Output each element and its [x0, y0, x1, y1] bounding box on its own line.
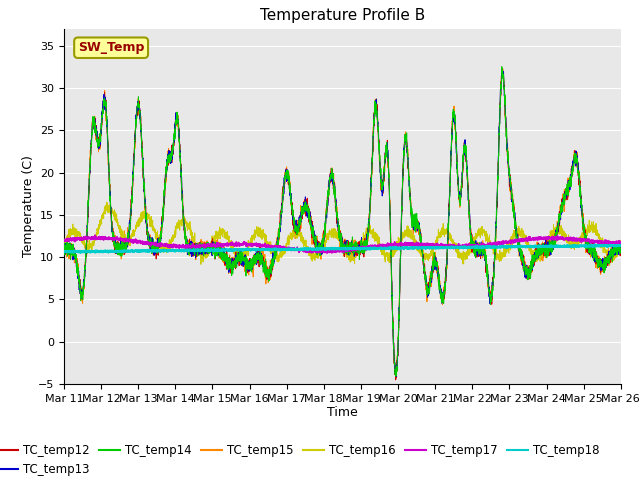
- TC_temp14: [397, 240, 404, 246]
- TC_temp18: [406, 245, 414, 251]
- TC_temp17: [216, 242, 223, 248]
- TC_temp13: [216, 248, 223, 253]
- TC_temp15: [392, 374, 399, 380]
- TC_temp13: [397, 240, 404, 246]
- TC_temp12: [564, 189, 572, 195]
- TC_temp14: [617, 249, 625, 255]
- TC_temp18: [591, 241, 599, 247]
- TC_temp18: [180, 248, 188, 253]
- Title: Temperature Profile B: Temperature Profile B: [260, 9, 425, 24]
- Text: SW_Temp: SW_Temp: [78, 41, 144, 54]
- TC_temp13: [498, 67, 506, 72]
- TC_temp17: [617, 240, 625, 245]
- TC_temp15: [617, 245, 625, 251]
- TC_temp16: [397, 238, 404, 243]
- TC_temp17: [617, 241, 625, 247]
- TC_temp15: [564, 187, 572, 192]
- TC_temp17: [180, 243, 188, 249]
- TC_temp18: [617, 242, 625, 248]
- TC_temp13: [617, 247, 625, 252]
- Line: TC_temp12: TC_temp12: [64, 69, 621, 380]
- TC_temp14: [60, 241, 68, 247]
- TC_temp18: [216, 247, 223, 253]
- Line: TC_temp13: TC_temp13: [64, 70, 621, 376]
- TC_temp12: [617, 251, 625, 256]
- TC_temp16: [103, 199, 111, 205]
- TC_temp16: [617, 247, 625, 252]
- TC_temp14: [179, 216, 187, 221]
- TC_temp14: [392, 373, 399, 379]
- TC_temp14: [406, 203, 414, 208]
- TC_temp14: [216, 245, 223, 251]
- TC_temp18: [564, 243, 572, 249]
- TC_temp16: [606, 263, 614, 268]
- TC_temp18: [397, 246, 404, 252]
- TC_temp16: [406, 228, 414, 233]
- TC_temp13: [617, 242, 625, 248]
- TC_temp14: [617, 248, 625, 253]
- Line: TC_temp14: TC_temp14: [64, 67, 621, 376]
- TC_temp16: [60, 242, 68, 248]
- TC_temp14: [498, 64, 506, 70]
- TC_temp15: [216, 246, 223, 252]
- TC_temp13: [179, 216, 187, 221]
- TC_temp13: [60, 245, 68, 251]
- TC_temp12: [60, 246, 68, 252]
- TC_temp17: [397, 240, 404, 246]
- TC_temp12: [499, 66, 506, 72]
- TC_temp13: [392, 373, 400, 379]
- Line: TC_temp16: TC_temp16: [64, 202, 621, 265]
- TC_temp16: [180, 221, 188, 227]
- TC_temp14: [564, 183, 572, 189]
- TC_temp13: [406, 201, 414, 206]
- TC_temp18: [60, 249, 68, 255]
- TC_temp15: [397, 244, 404, 250]
- TC_temp15: [179, 215, 187, 221]
- TC_temp16: [564, 237, 572, 243]
- TC_temp12: [179, 207, 187, 213]
- TC_temp15: [406, 201, 414, 207]
- Line: TC_temp17: TC_temp17: [64, 235, 621, 253]
- TC_temp18: [92, 250, 99, 255]
- TC_temp12: [406, 199, 414, 204]
- Line: TC_temp18: TC_temp18: [64, 244, 621, 252]
- TC_temp15: [499, 66, 507, 72]
- TC_temp16: [617, 240, 625, 246]
- Legend: TC_temp12, TC_temp13, TC_temp14, TC_temp15, TC_temp16, TC_temp17, TC_temp18: TC_temp12, TC_temp13, TC_temp14, TC_temp…: [0, 440, 604, 480]
- TC_temp12: [617, 245, 625, 251]
- TC_temp16: [216, 224, 223, 230]
- TC_temp12: [216, 252, 223, 257]
- TC_temp17: [323, 250, 331, 256]
- TC_temp15: [60, 247, 68, 252]
- TC_temp12: [397, 241, 404, 247]
- X-axis label: Time: Time: [327, 407, 358, 420]
- Line: TC_temp15: TC_temp15: [64, 69, 621, 377]
- TC_temp17: [407, 240, 415, 246]
- TC_temp17: [92, 232, 99, 238]
- TC_temp17: [564, 236, 572, 241]
- TC_temp13: [564, 178, 572, 183]
- TC_temp17: [60, 238, 68, 243]
- TC_temp18: [617, 242, 625, 248]
- TC_temp15: [617, 240, 625, 246]
- TC_temp12: [392, 377, 399, 383]
- Y-axis label: Temperature (C): Temperature (C): [22, 156, 35, 257]
